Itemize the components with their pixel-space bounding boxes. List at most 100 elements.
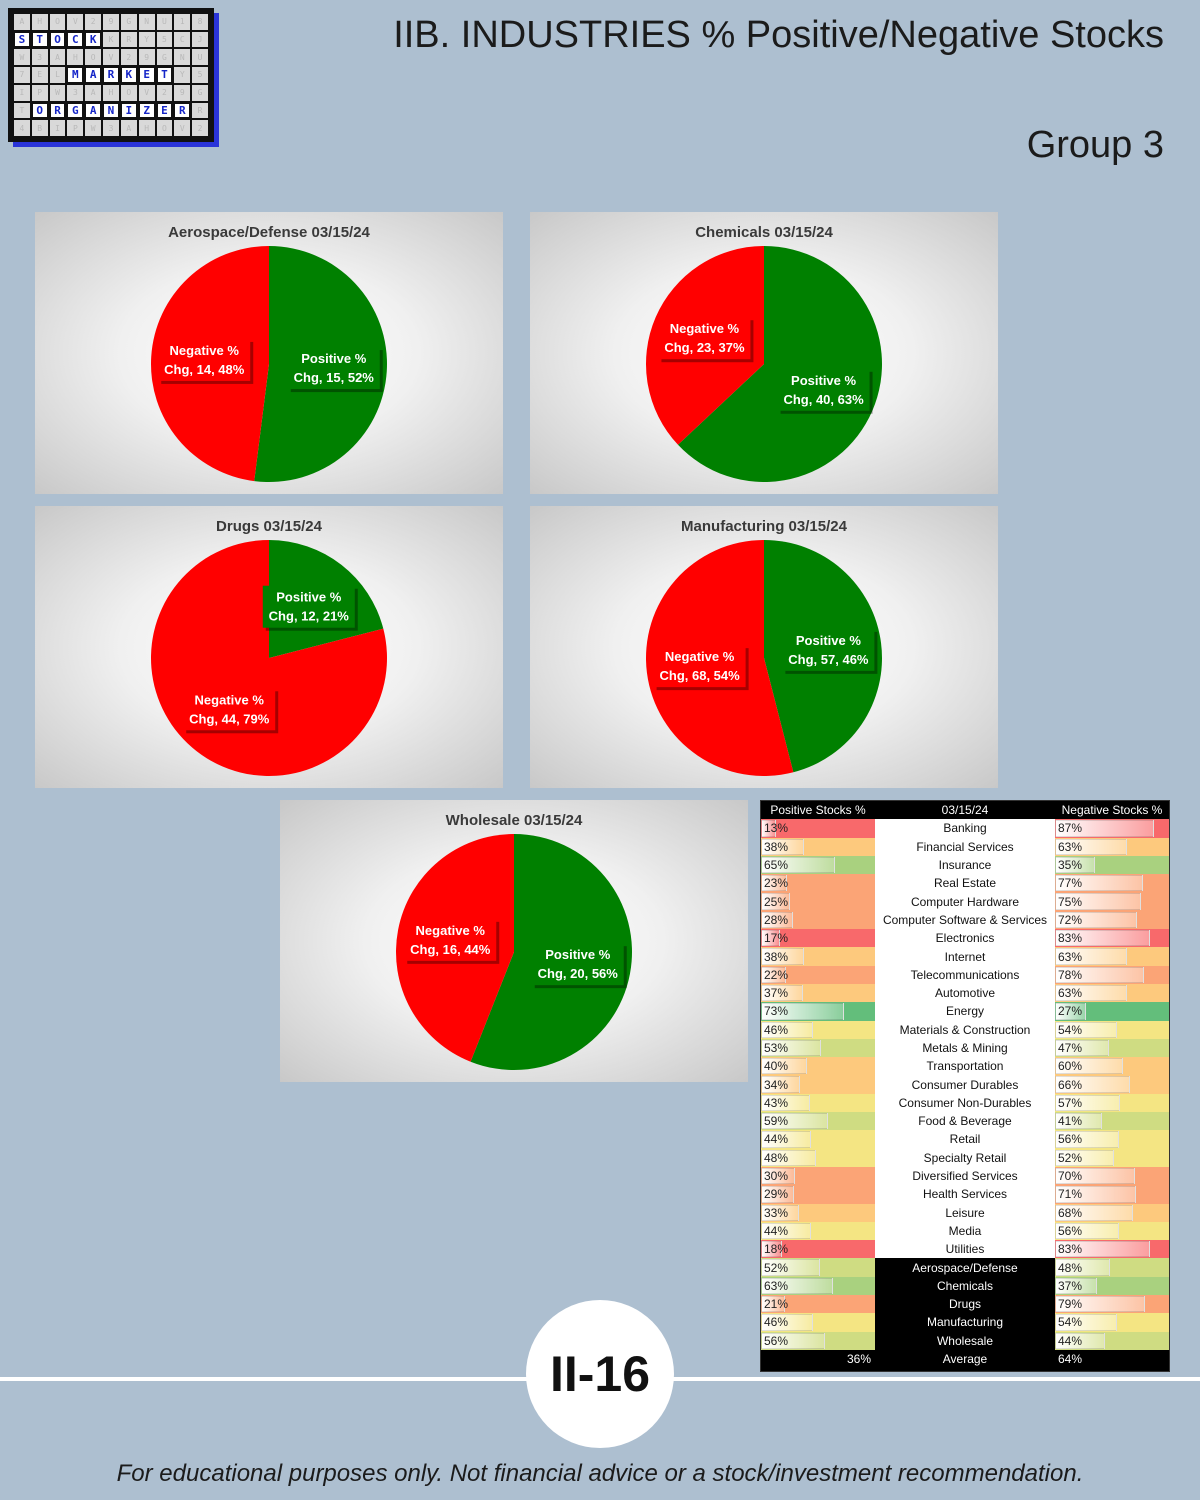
negative-cell: 60% xyxy=(1055,1057,1169,1076)
industry-name: Wholesale xyxy=(875,1331,1055,1350)
logo-letter-cell: H xyxy=(138,120,155,136)
logo-letter-cell: B xyxy=(31,120,48,136)
industry-name: Financial Services xyxy=(875,837,1055,856)
positive-value: 23% xyxy=(764,876,789,891)
pie-chart-wholesale: Wholesale 03/15/24 Positive % Chg, 20, 56… xyxy=(280,800,748,1082)
logo-letter-cell: 5 xyxy=(192,67,208,83)
logo-letter-cell: H xyxy=(103,84,119,101)
table-row: 43% Consumer Non-Durables 57% xyxy=(761,1093,1169,1113)
negative-cell: 27% xyxy=(1055,1002,1169,1021)
negative-cell: 68% xyxy=(1055,1203,1169,1222)
industry-name: Transportation xyxy=(875,1057,1055,1076)
negative-value: 71% xyxy=(1058,1187,1083,1202)
pie-svg: Positive % Chg, 15, 52% Negative % Chg, 14,… xyxy=(150,246,387,482)
pie-chart-manufacturing: Manufacturing 03/15/24 Positive % Chg, 57… xyxy=(530,506,998,788)
logo-letter-cell: A xyxy=(85,67,102,83)
negative-value: 48% xyxy=(1058,1260,1083,1275)
positive-value: 52% xyxy=(764,1260,789,1275)
negative-value: 44% xyxy=(1058,1333,1083,1348)
negative-value: 68% xyxy=(1058,1205,1083,1220)
industries-summary-table: Positive Stocks % 03/15/24 Negative Stoc… xyxy=(760,800,1170,1372)
logo-letter-cell: 9 xyxy=(174,84,191,101)
logo-letter-cell: U xyxy=(192,49,208,66)
pie-label-text: Positive % xyxy=(791,373,856,388)
pie-label-text: Chg, 14, 48% xyxy=(164,362,245,377)
logo-letter-cell: R xyxy=(192,102,208,119)
table-row: 30% Diversified Services 70% xyxy=(761,1166,1169,1186)
table-row: 38% Internet 63% xyxy=(761,947,1169,966)
header-negative: Negative Stocks % xyxy=(1061,803,1163,818)
table-row: 52% Aerospace/Defense 48% xyxy=(761,1258,1169,1277)
table-row: 44% Retail 56% xyxy=(761,1130,1169,1149)
pie-label-negative: Negative % Chg, 16, 44% xyxy=(404,918,500,964)
negative-value: 83% xyxy=(1058,1242,1083,1257)
positive-databar xyxy=(761,856,836,874)
logo-letter-cell: A xyxy=(120,120,137,136)
industry-name: Computer Software & Services xyxy=(875,910,1055,930)
logo-letter-cell: 9 xyxy=(138,49,155,66)
negative-databar xyxy=(1055,984,1127,1002)
positive-cell: 59% xyxy=(761,1112,875,1131)
table-row: 28% Computer Software & Services 72% xyxy=(761,910,1169,930)
logo-letter-cell: 2 xyxy=(192,120,208,136)
header-date: 03/15/24 xyxy=(941,803,989,818)
positive-value: 30% xyxy=(764,1169,789,1184)
industry-name: Specialty Retail xyxy=(875,1148,1055,1167)
logo-letter-cell: O xyxy=(156,120,173,136)
page-subtitle: Group 3 xyxy=(1026,124,1164,166)
table-row: 48% Specialty Retail 52% xyxy=(761,1148,1169,1167)
negative-cell: 71% xyxy=(1055,1185,1169,1204)
negative-value: 75% xyxy=(1058,894,1083,909)
logo-letter-cell: 3 xyxy=(103,120,119,136)
disclaimer: For educational purposes only. Not finan… xyxy=(116,1460,1084,1487)
positive-databar xyxy=(761,911,793,929)
table-header-row: Positive Stocks % 03/15/24 Negative Stoc… xyxy=(761,801,1169,819)
chart-title: Chemicals 03/15/24 xyxy=(695,224,833,241)
negative-value: 87% xyxy=(1058,821,1083,836)
logo-letter-cell: K xyxy=(120,67,137,83)
industry-name: Manufacturing xyxy=(875,1313,1055,1332)
positive-cell: 17% xyxy=(761,929,875,948)
positive-value: 44% xyxy=(764,1132,789,1147)
positive-databar xyxy=(761,1204,799,1221)
pie-label-text: Chg, 23, 37% xyxy=(664,340,745,355)
chart-title: Aerospace/Defense 03/15/24 xyxy=(168,224,370,241)
positive-value: 48% xyxy=(764,1150,789,1165)
negative-databar xyxy=(1055,930,1150,947)
logo-letter-cell: G xyxy=(120,14,137,30)
positive-databar xyxy=(761,1259,821,1276)
positive-databar xyxy=(761,1186,795,1203)
negative-cell: 47% xyxy=(1055,1038,1169,1058)
industry-name: Utilities xyxy=(875,1240,1055,1259)
positive-cell: 13% xyxy=(761,819,875,838)
positive-cell: 48% xyxy=(761,1148,875,1167)
logo-letter-cell: E xyxy=(31,67,48,83)
negative-cell: 75% xyxy=(1055,892,1169,911)
table-row: 59% Food & Beverage 41% xyxy=(761,1112,1169,1131)
negative-cell: 63% xyxy=(1055,947,1169,966)
pie-label-text: Chg, 40, 63% xyxy=(783,392,864,407)
negative-cell: 70% xyxy=(1055,1166,1169,1186)
table-row: 22% Telecommunications 78% xyxy=(761,965,1169,984)
positive-value: 22% xyxy=(764,967,789,982)
positive-cell: 73% xyxy=(761,1002,875,1021)
logo-letter-cell: V xyxy=(174,120,191,136)
negative-value: 56% xyxy=(1058,1132,1083,1147)
logo-letter-cell: O xyxy=(85,49,102,66)
positive-databar xyxy=(761,820,776,837)
positive-cell: 65% xyxy=(761,855,875,875)
negative-databar xyxy=(1055,1222,1119,1240)
negative-cell: 54% xyxy=(1055,1020,1169,1039)
industry-name: Leisure xyxy=(875,1203,1055,1222)
negative-databar xyxy=(1055,1076,1131,1093)
pie-slice-positive xyxy=(677,246,882,482)
negative-cell: 44% xyxy=(1055,1331,1169,1350)
logo-letter-cell: H xyxy=(31,14,48,30)
logo-letter-cell: Z xyxy=(138,102,155,119)
average-positive: 36% xyxy=(846,1352,871,1367)
pie-label-text: Negative % xyxy=(670,321,740,336)
logo-letter-cell: R xyxy=(49,102,66,119)
positive-databar xyxy=(761,1021,814,1038)
positive-databar xyxy=(761,1039,822,1057)
